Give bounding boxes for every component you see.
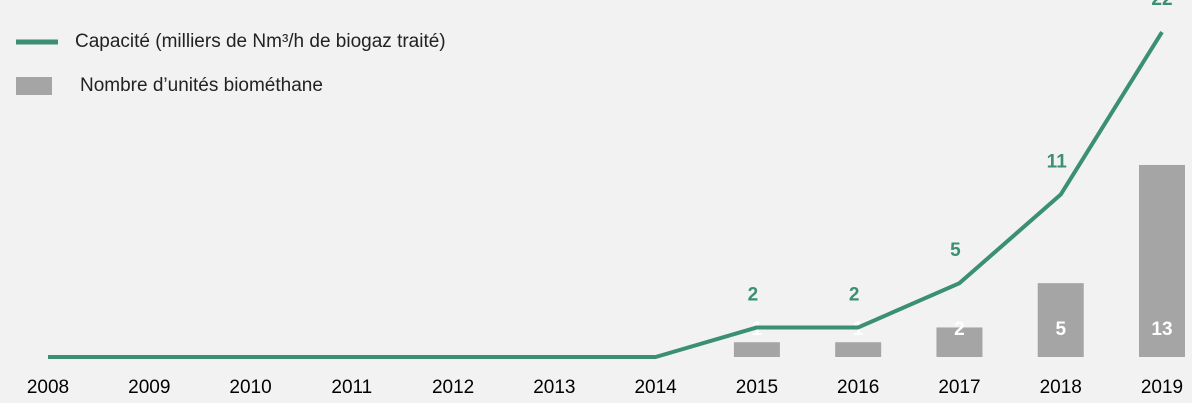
bar-value-label: 1	[853, 319, 864, 340]
x-tick-label: 2014	[634, 377, 677, 398]
x-tick-label: 2016	[837, 377, 879, 398]
x-tick-label: 2010	[229, 377, 271, 398]
x-tick-label: 2015	[736, 377, 778, 398]
bar-value-label: 5	[1055, 319, 1066, 340]
line-value-label: 11	[1047, 152, 1068, 173]
line-value-label: 5	[950, 240, 961, 261]
line-value-label: 2	[849, 284, 860, 305]
legend-swatch	[16, 77, 52, 95]
legend-label: Nombre d’unités biométhane	[80, 75, 323, 96]
bar	[1139, 164, 1185, 357]
x-tick-label: 2009	[128, 377, 170, 398]
x-tick-label: 2018	[1040, 377, 1082, 398]
bar	[835, 342, 882, 357]
x-tick-label: 2017	[938, 377, 980, 398]
line-value-label: 22	[1151, 0, 1172, 10]
bar-value-label: 1	[752, 319, 763, 340]
x-tick-label: 2008	[27, 377, 69, 398]
bar	[1037, 283, 1084, 357]
x-tick-label: 2019	[1141, 377, 1183, 398]
line-value-label: 2	[748, 284, 759, 305]
bar-value-label: 13	[1151, 319, 1172, 340]
bar	[936, 327, 983, 357]
legend-label: Capacité (milliers de Nm³/h de biogaz tr…	[75, 31, 446, 52]
x-tick-label: 2013	[533, 377, 575, 398]
bar-value-label: 2	[954, 319, 965, 340]
line	[48, 30, 1164, 359]
x-tick-label: 2012	[432, 377, 474, 398]
x-tick-label: 2011	[331, 377, 372, 398]
bar	[733, 342, 780, 357]
